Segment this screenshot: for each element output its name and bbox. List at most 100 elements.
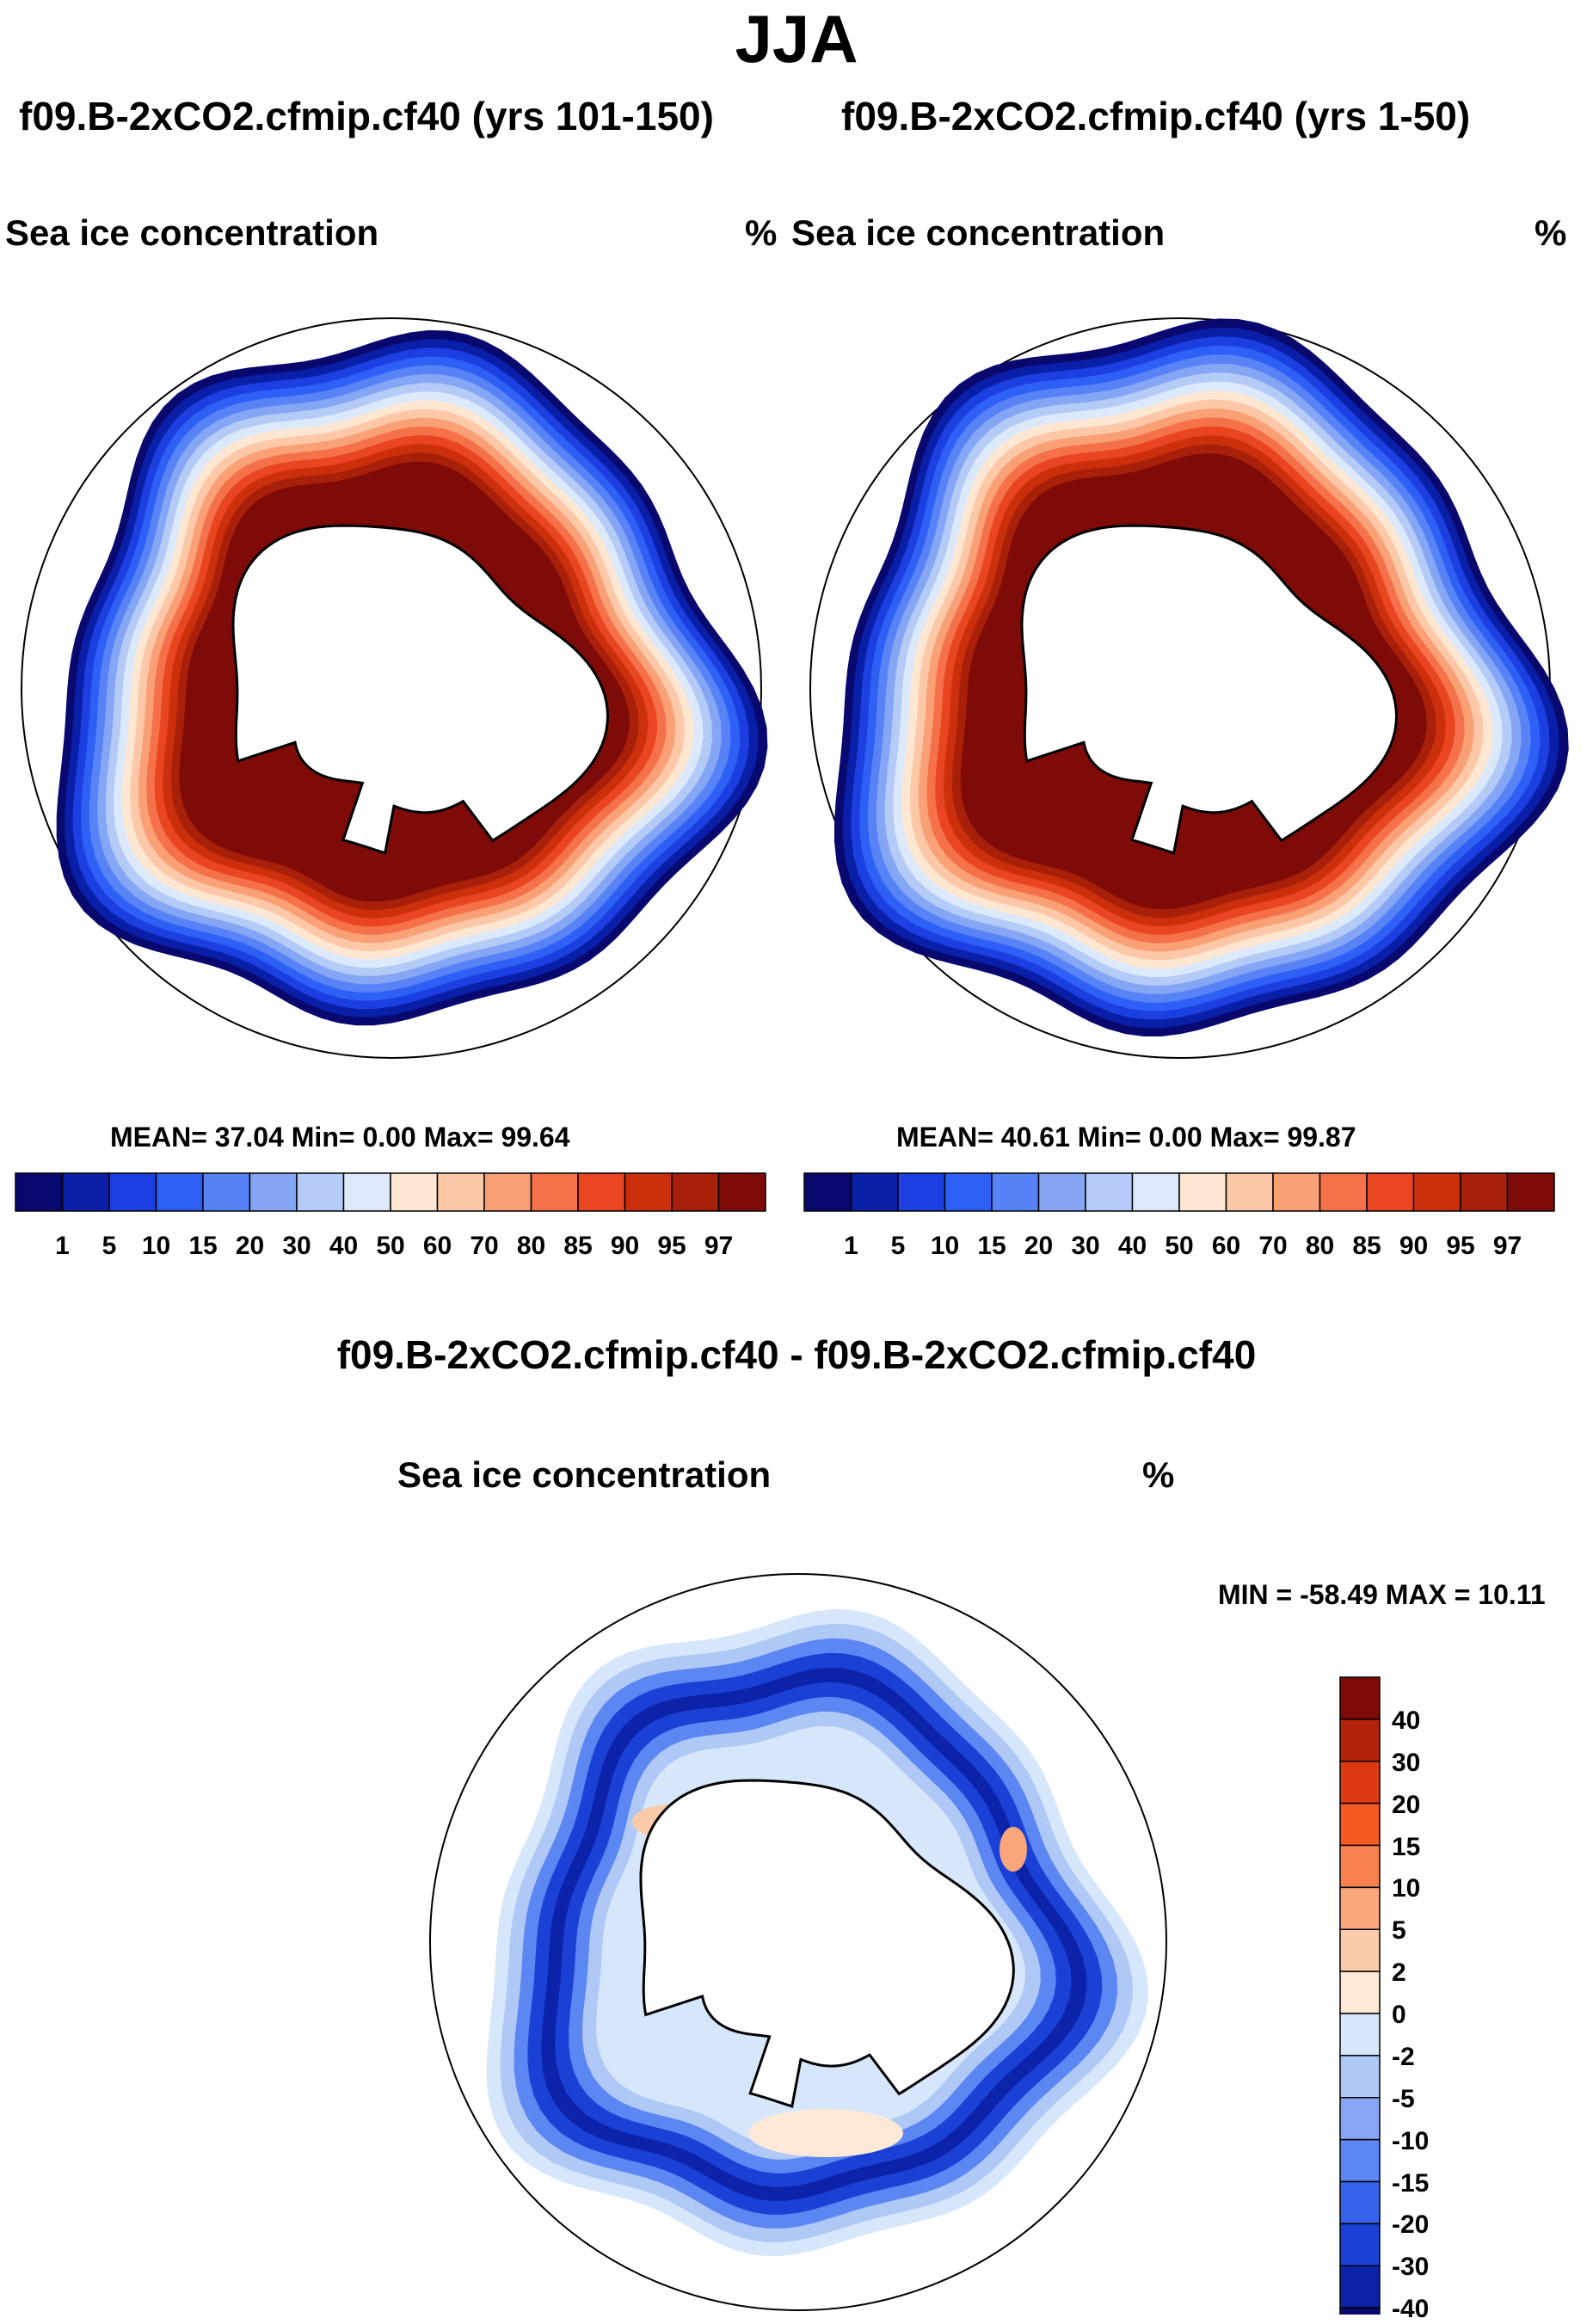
colorbar-panel-2-tick-label: 20: [1024, 1232, 1054, 1260]
colorbar-panel-1-swatch: [717, 1172, 766, 1212]
colorbar-panel-2-swatch: [1272, 1172, 1321, 1212]
colorbar-panel-2-tick-label: 40: [1117, 1232, 1147, 1260]
map-difference: [429, 1573, 1167, 2311]
colorbar-difference-swatch: [1339, 1761, 1381, 1804]
colorbar-panel-1-swatch: [671, 1172, 720, 1212]
colorbar-difference-swatch: [1339, 1802, 1381, 1847]
difference-units: %: [1142, 1454, 1175, 1495]
colorbar-panel-1-tick-label: 90: [610, 1232, 640, 1260]
panel-1-stats: MEAN= 37.04 Min= 0.00 Max= 99.64: [110, 1122, 570, 1153]
colorbar-panel-1-tick-label: 5: [101, 1232, 117, 1260]
panel-1-title: f09.B-2xCO2.cfmip.cf40 (yrs 101-150): [19, 94, 714, 138]
colorbar-panel-2-swatch: [1131, 1172, 1180, 1212]
map-difference-antarctica-coastline: [639, 1779, 1015, 2108]
panel-2-stats: MEAN= 40.61 Min= 0.00 Max= 99.87: [896, 1122, 1356, 1153]
colorbar-panel-1-swatch: [249, 1172, 298, 1212]
colorbar-panel-1-tick-label: 50: [376, 1232, 405, 1260]
colorbar-panel-1-swatch: [155, 1172, 204, 1212]
colorbar-panel-1-swatch: [624, 1172, 673, 1212]
colorbar-panel-1-tick-label: 20: [235, 1232, 265, 1260]
panel-2-title: f09.B-2xCO2.cfmip.cf40 (yrs 1-50): [841, 94, 1471, 138]
colorbar-panel-2-tick-label: 50: [1165, 1232, 1194, 1260]
colorbar-difference-tick-label: -15: [1392, 2168, 1430, 2198]
colorbar-panel-1-swatch: [61, 1172, 110, 1212]
colorbar-panel-1-tick-label: 30: [282, 1232, 311, 1260]
colorbar-panel-1-swatch: [436, 1172, 485, 1212]
colorbar-panel-2-tick-label: 70: [1258, 1232, 1288, 1260]
colorbar-panel-2-swatch: [1460, 1172, 1509, 1212]
colorbar-panel-1-tick-label: 95: [657, 1232, 686, 1260]
map-panel-2-antarctica-coastline: [1020, 524, 1399, 855]
colorbar-panel-2-tick-label: 5: [890, 1232, 906, 1260]
colorbar-difference-swatch: [1339, 2180, 1381, 2225]
difference-minmax: MIN = -58.49 MAX = 10.11: [1218, 1579, 1546, 1610]
colorbar-panel-2-swatch: [1412, 1172, 1461, 1212]
colorbar-difference-tick-label: 5: [1392, 1916, 1406, 1946]
colorbar-difference-tick-label: -30: [1392, 2253, 1430, 2282]
colorbar-difference-swatch: [1339, 2307, 1381, 2315]
map-panel-2: [809, 317, 1569, 1059]
colorbar-panel-2-swatch: [1037, 1172, 1086, 1212]
colorbar-difference-swatch: [1339, 1676, 1381, 1720]
map-panel-1-antarctica-coastline: [231, 524, 610, 855]
panel-2-variable: Sea ice concentration: [791, 212, 1166, 253]
colorbar-panel-2-swatch: [944, 1172, 993, 1212]
colorbar-panel-2-swatch: [991, 1172, 1040, 1212]
colorbar-difference-tick-label: -20: [1392, 2210, 1430, 2240]
colorbar-panel-2-tick-label: 80: [1305, 1232, 1335, 1260]
colorbar-panel-1-tick-label: 1: [55, 1232, 70, 1260]
colorbar-panel-2-swatch: [897, 1172, 946, 1212]
colorbar-panel-2-tick-label: 15: [977, 1232, 1006, 1260]
colorbar-panel-2-swatch: [803, 1172, 852, 1212]
colorbar-panel-1-swatch: [296, 1172, 345, 1212]
colorbar-panel-2-swatch: [1319, 1172, 1368, 1212]
colorbar-panel-2-tick-label: 1: [844, 1232, 858, 1260]
colorbar-panel-1-swatch: [15, 1172, 64, 1212]
colorbar-difference-swatch: [1339, 1928, 1381, 1972]
colorbar-panel-1-swatch: [342, 1172, 391, 1212]
colorbar-panel-1-tick-label: 60: [422, 1232, 452, 1260]
colorbar-difference-tick-label: -2: [1392, 2042, 1415, 2071]
colorbar-difference-tick-label: 20: [1392, 1790, 1421, 1819]
colorbar-panel-2-tick-label: 97: [1492, 1232, 1522, 1260]
colorbar-panel-1-swatch: [577, 1172, 626, 1212]
colorbar-difference-swatch: [1339, 1970, 1381, 2014]
colorbar-panel-2-swatch: [1366, 1172, 1415, 1212]
colorbar-panel-2-tick-label: 95: [1446, 1232, 1475, 1260]
colorbar-difference-swatch: [1339, 2013, 1381, 2057]
colorbar-panel-2-tick-label: 90: [1399, 1232, 1429, 1260]
colorbar-difference-tick-label: 10: [1392, 1874, 1421, 1903]
colorbar-panel-1-tick-label: 10: [141, 1232, 171, 1260]
colorbar-panel-1-swatch: [483, 1172, 532, 1212]
colorbar-panel-1-tick-label: 15: [188, 1232, 218, 1260]
colorbar-difference-tick-label: 15: [1392, 1832, 1421, 1861]
colorbar-panel-2-swatch: [1506, 1172, 1555, 1212]
colorbar-difference-tick-label: -5: [1392, 2084, 1415, 2113]
figure-title: JJA: [735, 1, 858, 77]
colorbar-difference-swatch: [1339, 2265, 1381, 2309]
colorbar-panel-1-tick-label: 80: [516, 1232, 546, 1260]
difference-positive-patch: [748, 2109, 903, 2157]
colorbar-panel-2-tick-label: 10: [930, 1232, 960, 1260]
colorbar-panel-2-swatch: [850, 1172, 899, 1212]
colorbar-difference-swatch: [1339, 2055, 1381, 2099]
panel-1-variable: Sea ice concentration: [5, 212, 379, 253]
colorbar-panel-1-swatch: [202, 1172, 251, 1212]
colorbar-panel-1-tick-label: 40: [329, 1232, 359, 1260]
colorbar-difference-tick-label: 40: [1392, 1706, 1421, 1735]
colorbar-difference-swatch: [1339, 2138, 1381, 2183]
colorbar-difference-tick-label: 0: [1392, 2001, 1406, 2029]
colorbar-difference-swatch: [1339, 1718, 1381, 1762]
colorbar-panel-2-swatch: [1225, 1172, 1274, 1212]
colorbar-difference-swatch: [1339, 2097, 1381, 2141]
colorbar-panel-2-tick-label: 30: [1071, 1232, 1100, 1260]
map-panel-1: [21, 317, 768, 1059]
colorbar-difference-tick-label: -10: [1392, 2126, 1430, 2155]
colorbar-panel-2-swatch: [1178, 1172, 1227, 1212]
colorbar-difference-swatch: [1339, 1844, 1381, 1889]
colorbar-panel-1-swatch: [390, 1172, 439, 1212]
colorbar-panel-1-swatch: [108, 1172, 157, 1212]
colorbar-difference-tick-label: 30: [1392, 1748, 1421, 1777]
panel-2-units: %: [1535, 212, 1567, 253]
